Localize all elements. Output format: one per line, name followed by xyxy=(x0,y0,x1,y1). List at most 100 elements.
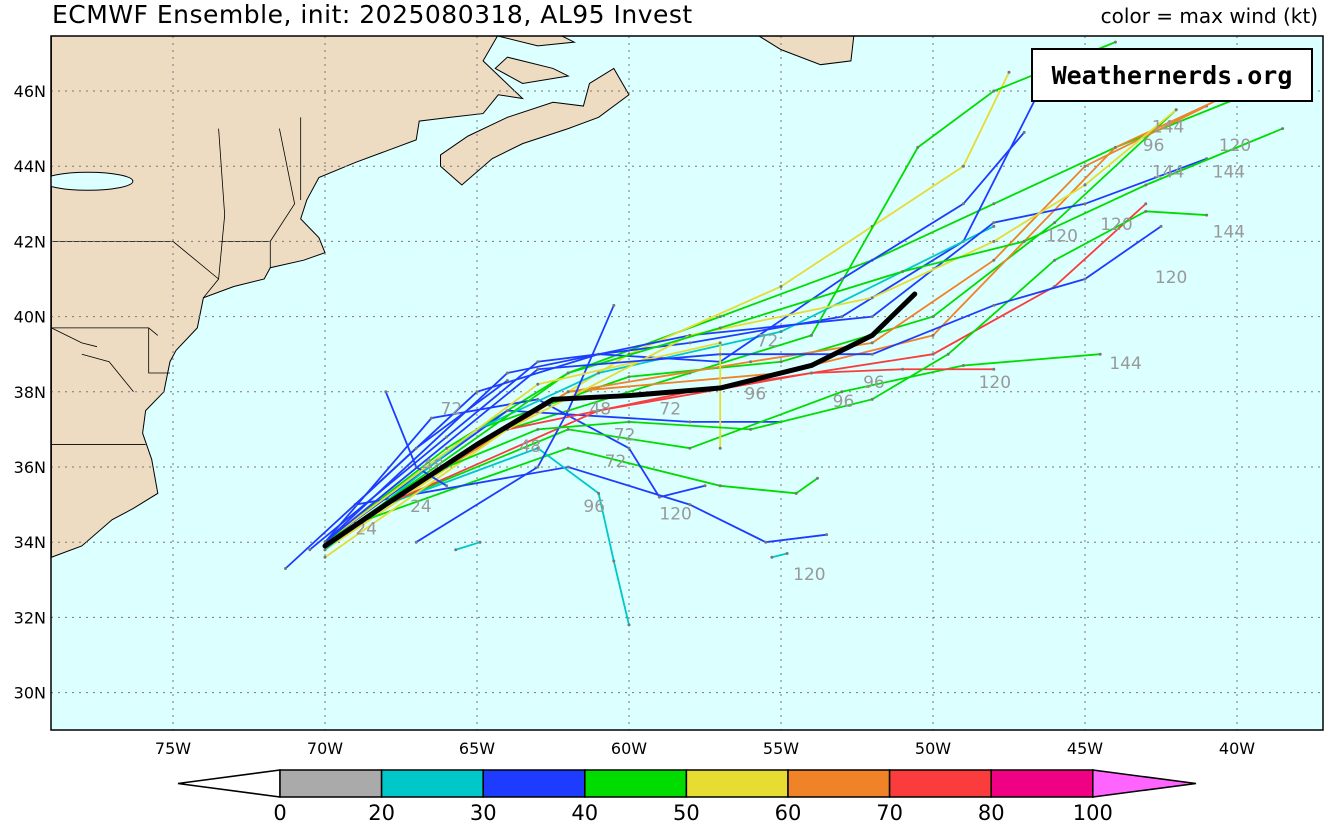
state-border xyxy=(81,353,134,393)
track-point xyxy=(536,446,540,450)
track-point xyxy=(536,367,540,371)
track-point xyxy=(414,540,418,544)
track-point xyxy=(536,360,540,364)
lat-tick-label: 38N xyxy=(14,383,46,402)
track-point xyxy=(688,503,692,507)
track-point xyxy=(597,409,601,413)
track-point xyxy=(931,315,935,319)
track-point xyxy=(870,341,874,345)
track-point xyxy=(454,548,458,552)
forecast-hour-label: 72 xyxy=(614,426,636,446)
track-point xyxy=(992,202,996,206)
track-point xyxy=(718,341,722,345)
track-point xyxy=(566,465,570,469)
forecast-hour-label: 144 xyxy=(1152,162,1184,182)
track-point xyxy=(478,540,482,544)
colorbar-tick-label: 50 xyxy=(673,801,700,825)
forecast-hour-label: 24 xyxy=(355,520,377,540)
track-point xyxy=(901,269,905,273)
colorbar-tick-label: 70 xyxy=(876,801,903,825)
track-point xyxy=(612,559,616,563)
track-point xyxy=(1007,70,1011,74)
track-point xyxy=(536,465,540,469)
track-point xyxy=(283,567,287,571)
land-newfoundland xyxy=(757,36,855,66)
colorbar-tick-label: 0 xyxy=(273,801,286,825)
track-point xyxy=(961,363,965,367)
track-point xyxy=(946,352,950,356)
track-point xyxy=(475,390,479,394)
track-point xyxy=(627,420,631,424)
colorbar-tick-label: 30 xyxy=(470,801,497,825)
track-point xyxy=(1144,183,1148,187)
forecast-hour-label: 72 xyxy=(605,452,627,472)
track-point xyxy=(1113,145,1117,149)
track-point xyxy=(536,427,540,431)
track-point xyxy=(1083,202,1087,206)
land-north-america xyxy=(51,36,525,558)
forecast-hour-label: 96 xyxy=(583,497,605,517)
track-point xyxy=(779,360,783,364)
forecast-hour-label: 120 xyxy=(1155,268,1187,288)
colorbar-segment xyxy=(482,769,586,798)
forecast-hour-label: 96 xyxy=(833,392,855,412)
track-point xyxy=(809,333,813,337)
lon-tick-label: 40W xyxy=(1219,739,1255,758)
colorbar-tick-label: 100 xyxy=(1073,801,1113,825)
track-point xyxy=(566,371,570,375)
track-point xyxy=(749,360,753,364)
track-point xyxy=(323,548,327,552)
colorbar-tick-label: 80 xyxy=(978,801,1005,825)
track-point xyxy=(770,555,774,559)
figure-title: ECMWF Ensemble, init: 2025080318, AL95 I… xyxy=(52,0,693,29)
ensemble-mean-track xyxy=(322,291,918,549)
track-point xyxy=(815,476,819,480)
colorbar-tick-label: 20 xyxy=(368,801,395,825)
track-point xyxy=(536,382,540,386)
track-point xyxy=(1144,209,1148,213)
track-point xyxy=(1022,239,1026,243)
track-point xyxy=(825,533,829,537)
forecast-hour-label: 144 xyxy=(1213,223,1245,243)
forecast-hour-label: 120 xyxy=(793,565,825,585)
colorbar-under-arrow xyxy=(177,769,281,798)
track-point xyxy=(566,427,570,431)
track-point xyxy=(445,435,449,439)
colorbar-segment xyxy=(279,769,383,798)
track-point xyxy=(718,326,722,330)
track-point xyxy=(961,202,965,206)
track-point xyxy=(840,390,844,394)
track-point xyxy=(1205,213,1209,217)
track-point xyxy=(1281,127,1285,131)
track-point xyxy=(627,375,631,379)
track-point xyxy=(414,446,418,450)
track-point xyxy=(384,390,388,394)
forecast-hour-label: 120 xyxy=(1219,136,1251,156)
track-point xyxy=(870,315,874,319)
track-point xyxy=(688,341,692,345)
track-point xyxy=(566,446,570,450)
track-point xyxy=(840,315,844,319)
track-point xyxy=(870,397,874,401)
forecast-hour-label: 144 xyxy=(1152,117,1184,137)
lat-tick-label: 44N xyxy=(14,157,46,176)
track-point xyxy=(764,540,768,544)
lon-tick-label: 75W xyxy=(155,739,191,758)
colorbar-caption: color = max wind (kt) xyxy=(1100,4,1318,28)
track-point xyxy=(870,296,874,300)
ensemble-track xyxy=(385,353,1101,506)
ensemble-track xyxy=(324,398,706,543)
forecast-hour-label: 144 xyxy=(1109,354,1141,374)
track-point xyxy=(785,551,789,555)
track-point xyxy=(566,409,570,413)
track-point xyxy=(1022,130,1026,134)
forecast-hour-label: 144 xyxy=(1213,162,1245,182)
lon-tick-label: 65W xyxy=(459,739,495,758)
colorbar-over-arrow xyxy=(1092,769,1197,798)
track-point xyxy=(1083,277,1087,281)
track-point xyxy=(1098,352,1102,356)
state-border xyxy=(148,327,170,374)
track-point xyxy=(840,277,844,281)
